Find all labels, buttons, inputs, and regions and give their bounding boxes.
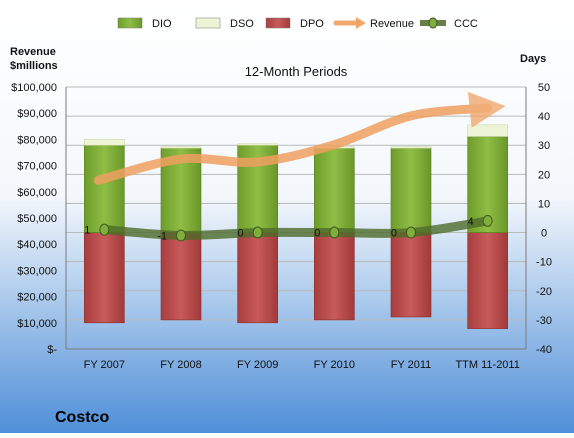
ccc-point xyxy=(329,226,340,239)
legend-swatch-arrowhead xyxy=(356,17,366,29)
left-axis-label-line1: Revenue xyxy=(10,46,56,58)
bar-dso xyxy=(467,124,508,137)
bar-dso xyxy=(390,146,432,149)
left-tick-label: $60,000 xyxy=(17,187,57,199)
left-tick-label: $40,000 xyxy=(17,239,57,251)
right-tick-label: 50 xyxy=(538,82,550,94)
legend-item: CCC xyxy=(420,17,478,30)
legend: DIO DSO DPO Revenue CCC xyxy=(117,17,478,30)
ccc-point xyxy=(482,214,493,227)
right-tick-label: 20 xyxy=(538,169,550,181)
ccc-data-label: 0 xyxy=(391,228,397,240)
left-tick-label: $10,000 xyxy=(17,318,57,330)
chart-title: 12-Month Periods xyxy=(245,64,348,79)
bar-dso xyxy=(84,139,125,146)
bar-dpo xyxy=(390,232,432,318)
ccc-line xyxy=(99,216,493,241)
bar-dpo xyxy=(314,232,355,321)
bar-dio xyxy=(390,147,432,233)
x-tick-label: FY 2007 xyxy=(84,359,125,371)
right-tick-label: 30 xyxy=(538,140,550,152)
legend-label: CCC xyxy=(454,18,478,30)
bar-dpo xyxy=(160,232,202,321)
right-tick-label: 10 xyxy=(538,198,550,210)
right-tick-label: -10 xyxy=(536,257,552,269)
legend-item: DSO xyxy=(195,17,254,30)
company-name: Costco xyxy=(55,409,109,426)
left-tick-label: $50,000 xyxy=(17,213,57,225)
axes: -40-30-20-1001020304050$-$10,000$20,000$… xyxy=(11,82,552,371)
left-tick-label: $80,000 xyxy=(17,134,57,146)
legend-label: Revenue xyxy=(370,18,414,30)
ccc-data-label: 0 xyxy=(314,228,320,240)
ccc-data-label: 1 xyxy=(84,225,90,237)
right-tick-label: 0 xyxy=(541,228,547,240)
ccc-point xyxy=(406,226,416,239)
x-tick-label: TTM 11-2011 xyxy=(455,359,519,371)
left-tick-label: $100,000 xyxy=(11,82,57,94)
revenue-line xyxy=(93,91,506,185)
left-tick-label: $70,000 xyxy=(17,161,57,173)
right-tick-label: -40 xyxy=(536,344,552,356)
bar-dso xyxy=(160,146,202,149)
left-tick-label: $90,000 xyxy=(17,108,57,120)
ccc-point xyxy=(252,226,263,239)
lines: 1 -1 0 0 0 4 xyxy=(84,91,506,242)
x-tick-label: FY 2010 xyxy=(314,359,355,371)
legend-item: Revenue xyxy=(333,17,414,30)
left-tick-label: $- xyxy=(47,344,57,356)
bar-dpo xyxy=(84,232,125,324)
legend-label: DIO xyxy=(152,18,172,30)
left-tick-label: $30,000 xyxy=(17,265,57,277)
bar-dpo xyxy=(237,232,278,324)
x-tick-label: FY 2011 xyxy=(391,359,432,371)
legend-label: DSO xyxy=(230,18,254,30)
left-tick-label: $20,000 xyxy=(17,292,57,304)
bar-dio xyxy=(314,147,355,233)
legend-swatch xyxy=(117,17,143,29)
legend-swatch-marker xyxy=(428,17,438,29)
legend-swatch xyxy=(265,17,291,29)
legend-label: DPO xyxy=(300,18,324,30)
ccc-data-label: 4 xyxy=(468,216,474,228)
right-axis-label: Days xyxy=(520,53,546,65)
ccc-data-label: -1 xyxy=(157,230,167,242)
x-tick-label: FY 2008 xyxy=(160,359,201,371)
legend-item: DIO xyxy=(117,17,172,30)
ccc-point xyxy=(99,223,110,236)
bars xyxy=(84,124,508,329)
bar-dio xyxy=(84,144,125,233)
legend-swatch xyxy=(195,17,221,29)
legend-item: DPO xyxy=(265,17,324,30)
right-tick-label: 40 xyxy=(538,111,550,123)
right-tick-label: -20 xyxy=(536,286,552,298)
bar-dpo xyxy=(467,232,508,329)
right-tick-label: -30 xyxy=(536,315,552,327)
x-tick-label: FY 2009 xyxy=(237,359,278,371)
bar-dso xyxy=(237,143,278,146)
left-axis-label-line2: $millions xyxy=(10,60,58,72)
ccc-data-label: 0 xyxy=(238,228,244,240)
ccc-point xyxy=(176,229,186,242)
